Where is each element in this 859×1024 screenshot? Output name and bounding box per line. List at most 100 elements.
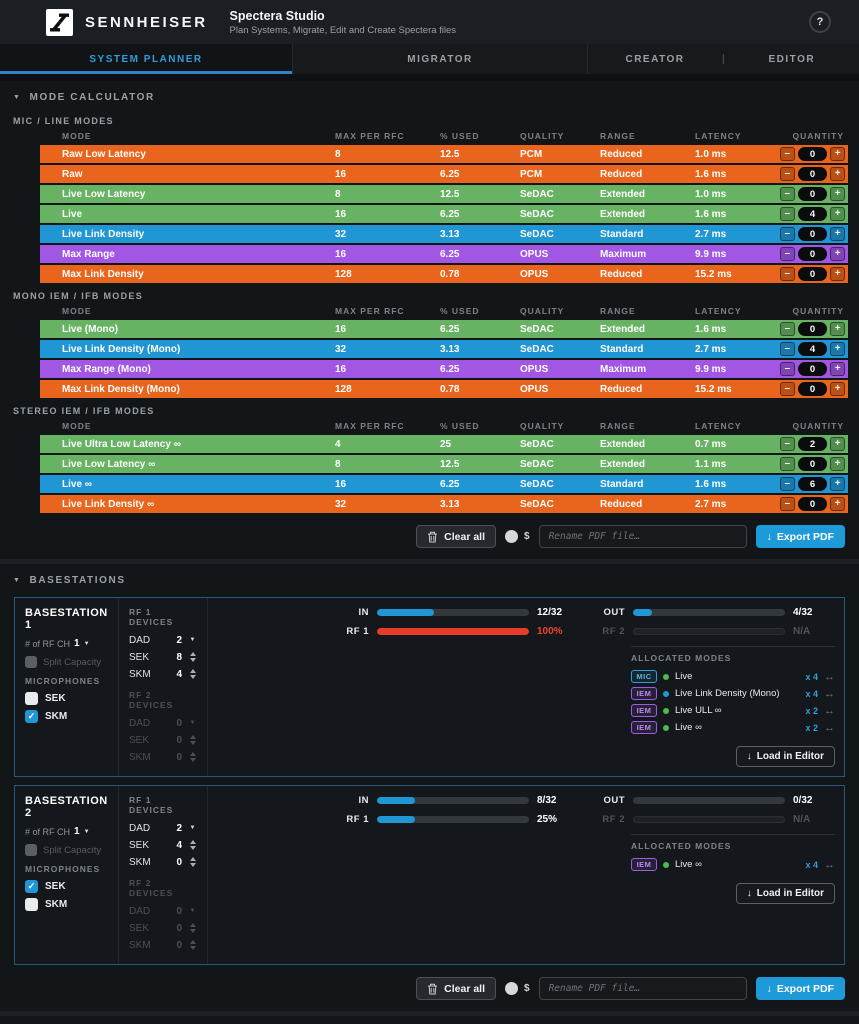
- tab-system-planner[interactable]: SYSTEM PLANNER: [0, 44, 293, 74]
- checkbox[interactable]: ✓: [25, 710, 38, 723]
- rf-channel-dropdown[interactable]: # of RF CH 1 ▼: [25, 638, 108, 649]
- quantity-decrease-button[interactable]: –: [780, 167, 795, 181]
- stepper-down-icon[interactable]: [189, 658, 196, 662]
- device-count[interactable]: 4: [176, 839, 182, 851]
- chevron-down-icon[interactable]: ▼: [189, 825, 196, 831]
- quantity-value[interactable]: 0: [797, 267, 828, 281]
- checkbox[interactable]: ✓: [25, 880, 38, 893]
- quantity-value[interactable]: 0: [797, 227, 828, 241]
- quantity-increase-button[interactable]: +: [830, 247, 845, 261]
- tab-creator[interactable]: CREATOR: [625, 53, 685, 65]
- microphone-option-skm[interactable]: SKM: [25, 898, 108, 911]
- quantity-decrease-button[interactable]: –: [780, 322, 795, 336]
- quantity-increase-button[interactable]: +: [830, 187, 845, 201]
- device-count[interactable]: 0: [176, 856, 182, 868]
- quantity-increase-button[interactable]: +: [830, 267, 845, 281]
- microphone-option-skm[interactable]: ✓ SKM: [25, 710, 108, 723]
- stepper-up-icon[interactable]: [189, 857, 196, 861]
- currency-checkbox[interactable]: [505, 982, 519, 995]
- quantity-value[interactable]: 0: [797, 497, 828, 511]
- quantity-decrease-button[interactable]: –: [780, 267, 795, 281]
- microphone-option-sek[interactable]: ✓ SEK: [25, 880, 108, 893]
- chevron-down-icon[interactable]: ▼: [189, 637, 196, 643]
- stepper-arrows[interactable]: [189, 652, 196, 662]
- device-count[interactable]: 2: [176, 822, 182, 834]
- load-in-editor-button[interactable]: ↓ Load in Editor: [735, 883, 835, 904]
- microphone-option-sek[interactable]: SEK: [25, 692, 108, 705]
- quantity-increase-button[interactable]: +: [830, 147, 845, 161]
- quantity-increase-button[interactable]: +: [830, 362, 845, 376]
- stepper-up-icon[interactable]: [189, 669, 196, 673]
- rename-pdf-input[interactable]: [538, 977, 747, 1000]
- basestations-header[interactable]: ▼ BASESTATIONS: [0, 564, 859, 591]
- quantity-increase-button[interactable]: +: [830, 477, 845, 491]
- rf-channel-dropdown[interactable]: # of RF CH 1 ▼: [25, 826, 108, 837]
- tab-migrator[interactable]: MIGRATOR: [293, 44, 588, 74]
- quantity-decrease-button[interactable]: –: [780, 147, 795, 161]
- quantity-decrease-button[interactable]: –: [780, 187, 795, 201]
- quantity-increase-button[interactable]: +: [830, 207, 845, 221]
- stepper-up-icon[interactable]: [189, 840, 196, 844]
- quantity-increase-button[interactable]: +: [830, 437, 845, 451]
- mode-calculator-header[interactable]: ▼ MODE CALCULATOR: [0, 81, 859, 108]
- quantity-value[interactable]: 4: [797, 342, 828, 356]
- quantity-decrease-button[interactable]: –: [780, 227, 795, 241]
- clear-all-button[interactable]: Clear all: [416, 977, 497, 1000]
- quantity-value[interactable]: 0: [797, 382, 828, 396]
- swap-arrows-icon[interactable]: ↔: [824, 670, 835, 683]
- quantity-decrease-button[interactable]: –: [780, 457, 795, 471]
- clear-all-button[interactable]: Clear all: [416, 525, 497, 548]
- quantity-decrease-button[interactable]: –: [780, 497, 795, 511]
- quantity-increase-button[interactable]: +: [830, 342, 845, 356]
- device-count[interactable]: 4: [176, 668, 182, 680]
- checkbox[interactable]: [25, 692, 38, 705]
- device-count[interactable]: 8: [176, 651, 182, 663]
- swap-arrows-icon[interactable]: ↔: [824, 858, 835, 871]
- collapse-caret-icon[interactable]: ▼: [13, 94, 22, 101]
- quantity-value[interactable]: 4: [797, 207, 828, 221]
- accessories-header[interactable]: ▼ ACCESSORIES: [0, 1016, 859, 1024]
- help-button[interactable]: ?: [809, 11, 831, 33]
- swap-arrows-icon[interactable]: ↔: [824, 704, 835, 717]
- quantity-value[interactable]: 0: [797, 322, 828, 336]
- tab-editor[interactable]: EDITOR: [768, 53, 816, 65]
- quantity-decrease-button[interactable]: –: [780, 342, 795, 356]
- quantity-value[interactable]: 0: [797, 362, 828, 376]
- stepper-down-icon[interactable]: [189, 863, 196, 867]
- stepper-up-icon[interactable]: [189, 652, 196, 656]
- quantity-value[interactable]: 0: [797, 147, 828, 161]
- stepper-down-icon[interactable]: [189, 846, 196, 850]
- quantity-decrease-button[interactable]: –: [780, 382, 795, 396]
- stepper-arrows[interactable]: [189, 857, 196, 867]
- quantity-value[interactable]: 6: [797, 477, 828, 491]
- quantity-increase-button[interactable]: +: [830, 227, 845, 241]
- rename-pdf-input[interactable]: [538, 525, 747, 548]
- quantity-increase-button[interactable]: +: [830, 457, 845, 471]
- currency-checkbox[interactable]: [505, 530, 519, 543]
- device-count[interactable]: 2: [176, 634, 182, 646]
- stepper-arrows[interactable]: [189, 669, 196, 679]
- quantity-value[interactable]: 0: [797, 167, 828, 181]
- quantity-value[interactable]: 0: [797, 187, 828, 201]
- quantity-increase-button[interactable]: +: [830, 382, 845, 396]
- quantity-decrease-button[interactable]: –: [780, 207, 795, 221]
- checkbox[interactable]: [25, 898, 38, 911]
- load-in-editor-button[interactable]: ↓ Load in Editor: [735, 746, 835, 767]
- quantity-value[interactable]: 0: [797, 247, 828, 261]
- quantity-increase-button[interactable]: +: [830, 322, 845, 336]
- swap-arrows-icon[interactable]: ↔: [824, 687, 835, 700]
- collapse-caret-icon[interactable]: ▼: [13, 577, 22, 584]
- quantity-decrease-button[interactable]: –: [780, 247, 795, 261]
- quantity-value[interactable]: 2: [797, 437, 828, 451]
- stepper-arrows[interactable]: [189, 840, 196, 850]
- quantity-value[interactable]: 0: [797, 457, 828, 471]
- export-pdf-button[interactable]: ↓ Export PDF: [755, 977, 845, 1000]
- stepper-down-icon[interactable]: [189, 675, 196, 679]
- swap-arrows-icon[interactable]: ↔: [824, 721, 835, 734]
- quantity-decrease-button[interactable]: –: [780, 362, 795, 376]
- quantity-increase-button[interactable]: +: [830, 497, 845, 511]
- export-pdf-button[interactable]: ↓ Export PDF: [755, 525, 845, 548]
- quantity-decrease-button[interactable]: –: [780, 477, 795, 491]
- quantity-decrease-button[interactable]: –: [780, 437, 795, 451]
- quantity-increase-button[interactable]: +: [830, 167, 845, 181]
